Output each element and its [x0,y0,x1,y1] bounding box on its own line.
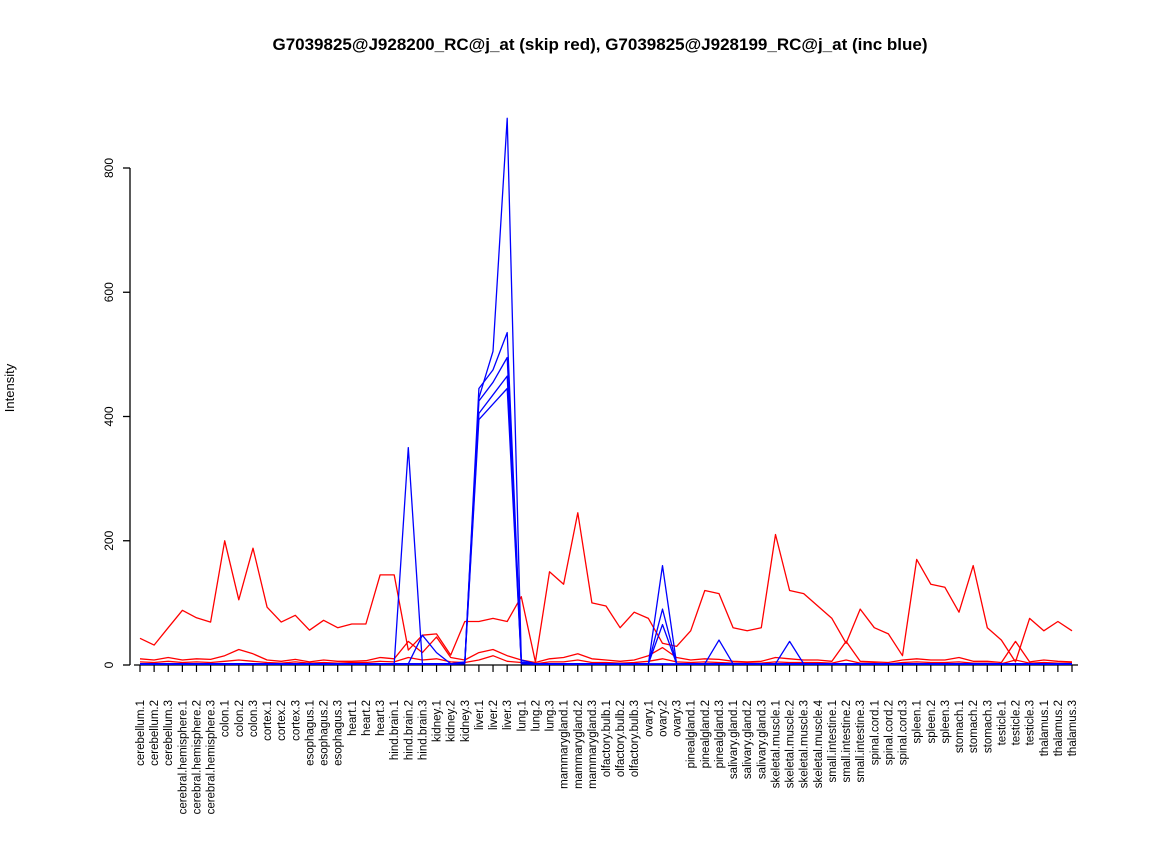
x-tick-label: heart.3 [375,700,387,736]
x-tick-label: olfactory.bulb.1 [601,700,613,777]
x-tick-label: stomach.1 [954,700,966,753]
x-tick-label: small.intestine.3 [855,700,867,782]
x-tick-label: mammarygland.2 [573,700,585,789]
x-tick-label: kidney.3 [460,700,472,742]
series-line-3 [139,655,1072,665]
x-tick-label: cerebellum.1 [135,700,147,766]
x-tick-label: kidney.2 [446,700,458,742]
x-tick-label: spleen.3 [940,700,952,743]
series-line-5 [140,331,1072,665]
x-tick-label: salivary.gland.2 [742,700,754,779]
series-line-2 [139,636,1073,664]
x-tick-label: olfactory.bulb.2 [615,700,627,777]
x-tick-label: olfactory.bulb.3 [629,700,641,777]
x-tick-label: cortex.2 [276,700,288,741]
x-tick-label: spleen.1 [912,700,924,743]
x-tick-label: liver.2 [488,700,500,730]
x-tick-label: small.intestine.1 [827,700,839,782]
x-tick-label: esophagus.3 [333,700,345,766]
x-tick-label: thalamus.3 [1067,700,1079,756]
x-tick-label: spinal.cord.1 [869,700,881,765]
x-tick-label: kidney.1 [432,700,444,742]
x-tick-label: liver.1 [474,700,486,730]
x-tick-label: stomach.3 [982,700,994,753]
x-tick-label: testicle.2 [1011,700,1023,745]
x-tick-label: cerebral.hemisphere.3 [206,700,218,814]
y-tick-label: 400 [102,406,116,426]
x-tick-label: ovary.1 [643,700,655,737]
x-tick-label: skeletal.muscle.1 [770,700,782,788]
x-tick-label: liver.3 [502,700,514,730]
x-tick-label: testicle.1 [996,700,1008,745]
x-tick-label: small.intestine.2 [841,700,853,782]
x-tick-label: heart.1 [347,700,359,736]
x-tick-label: testicle.3 [1025,700,1037,745]
x-tick-label: skeletal.muscle.2 [785,700,797,788]
x-tick-label: mammarygland.1 [559,700,571,789]
x-tick-label: spinal.cord.3 [898,700,910,765]
x-tick-label: hind.brain.2 [403,700,415,760]
x-tick-label: esophagus.1 [304,700,316,766]
x-tick-label: lung.3 [545,700,557,731]
x-tick-label: cerebral.hemisphere.2 [191,700,203,814]
series-line-4 [140,117,1072,665]
x-tick-label: pinealgland.1 [686,700,698,768]
series-line-8 [140,387,1072,666]
x-tick-label: cerebral.hemisphere.1 [177,700,189,814]
x-tick-label: mammarygland.3 [587,700,599,789]
y-tick-label: 600 [102,282,116,302]
x-tick-label: hind.brain.3 [417,700,429,760]
x-tick-label: stomach.2 [968,700,980,753]
x-tick-label: skeletal.muscle.4 [813,699,825,788]
x-tick-label: cortex.3 [290,700,302,741]
x-tick-label: colon.2 [234,700,246,737]
x-tick-label: esophagus.2 [319,700,331,766]
x-tick-label: lung.1 [516,700,528,731]
x-tick-label: thalamus.1 [1039,700,1051,756]
x-tick-label: pinealgland.2 [700,700,712,768]
x-tick-label: cerebellum.2 [149,700,161,766]
x-tick-label: heart.2 [361,700,373,736]
x-tick-label: cortex.1 [262,700,274,741]
x-tick-label: pinealgland.3 [714,700,726,768]
x-tick-label: lung.2 [530,700,542,731]
y-tick-label: 200 [102,530,116,550]
y-tick-label: 800 [102,158,116,178]
x-tick-label: ovary.2 [657,700,669,737]
x-tick-label: spinal.cord.2 [883,700,895,765]
x-tick-label: colon.1 [220,700,232,737]
x-tick-label: hind.brain.1 [389,700,401,760]
x-tick-label: spleen.2 [926,700,938,743]
y-tick-label: 0 [102,661,116,668]
x-tick-label: colon.3 [248,700,260,737]
series-line-1 [139,512,1073,663]
chart-title: G7039825@J928200_RC@j_at (skip red), G70… [272,35,927,54]
series-line-6 [140,356,1072,665]
x-tick-label: ovary.3 [672,700,684,737]
x-tick-label: salivary.gland.3 [756,700,768,779]
x-tick-label: salivary.gland.1 [728,700,740,779]
y-axis-label: Intensity [2,363,17,412]
x-tick-label: skeletal.muscle.3 [799,700,811,788]
x-tick-label: thalamus.2 [1053,700,1065,756]
x-tick-label: cerebellum.3 [163,700,175,766]
